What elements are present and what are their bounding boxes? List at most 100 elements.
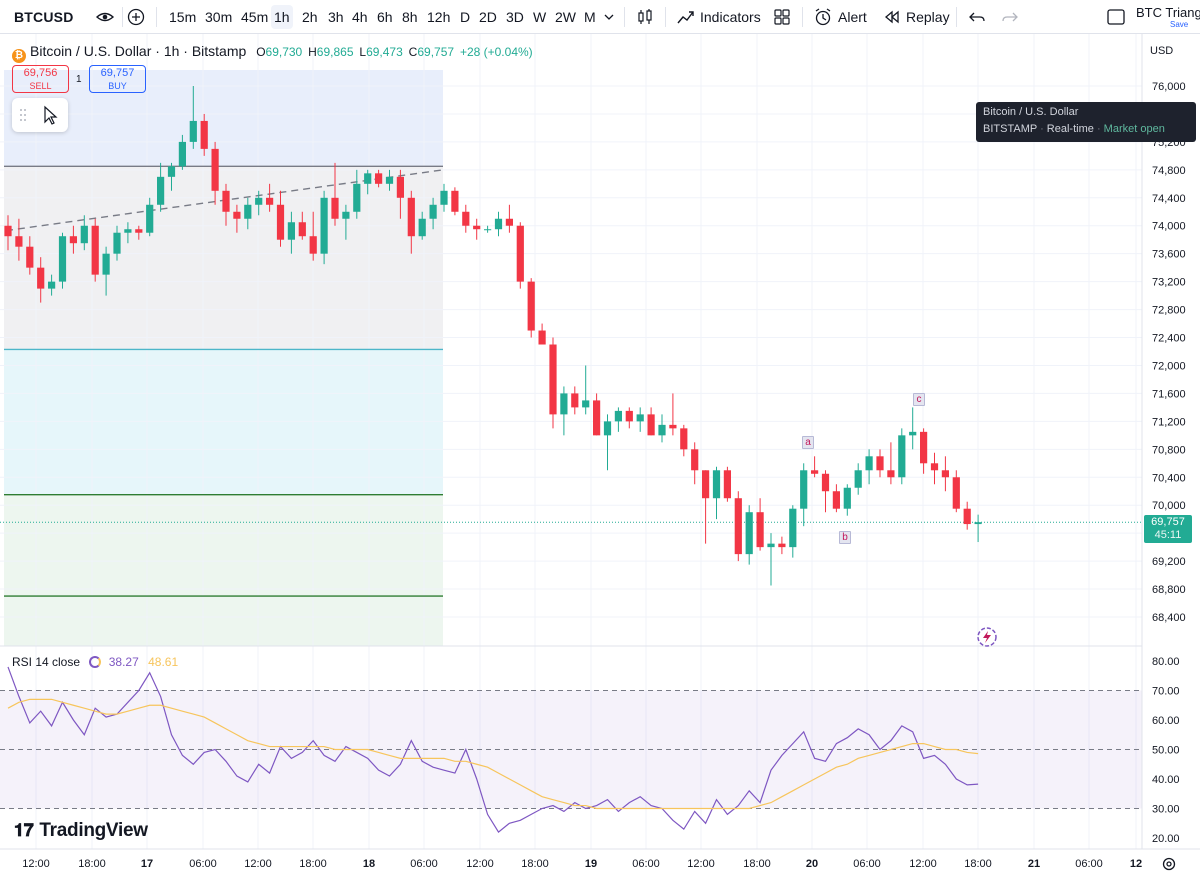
timeframe-M[interactable]: M: [584, 9, 596, 25]
candle: [167, 162, 176, 191]
indicators-icon[interactable]: [676, 7, 696, 27]
candle: [429, 197, 437, 230]
candle: [516, 222, 524, 289]
wave-label-c[interactable]: c: [913, 393, 925, 406]
candlestick-series: [4, 86, 982, 586]
chevron-down-icon[interactable]: [602, 7, 616, 27]
currency-select[interactable]: USD: [1150, 45, 1174, 57]
candle: [15, 218, 23, 261]
tradingview-logo[interactable]: 𝟏𝟕 TradingView: [14, 820, 148, 841]
timeframe-2h[interactable]: 2h: [302, 9, 318, 25]
candle: [625, 407, 633, 429]
timeframe-30m[interactable]: 30m: [205, 9, 233, 25]
replay-button[interactable]: Replay: [906, 9, 950, 25]
candle-body: [843, 487, 851, 509]
symbol-search[interactable]: BTCUSD: [14, 9, 74, 25]
time-tick-label: 12:00: [466, 858, 494, 870]
watchlist-eye-icon[interactable]: [95, 7, 115, 27]
alert-clock-icon[interactable]: [813, 7, 833, 27]
candle-body: [244, 204, 252, 219]
undo-icon[interactable]: [967, 7, 987, 27]
candle-body: [364, 173, 372, 184]
rsi-settings-icon[interactable]: [89, 656, 102, 668]
candle: [276, 190, 285, 247]
candle-body: [734, 498, 742, 555]
drag-handle-icon[interactable]: [20, 109, 26, 121]
candle: [178, 134, 186, 170]
wave-label-a[interactable]: a: [802, 436, 814, 449]
time-tick-label: 06:00: [189, 858, 217, 870]
axes: 76,00075,60075,20074,80074,40074,00073,6…: [0, 34, 1200, 870]
candle-body: [767, 543, 775, 548]
timeframe-6h[interactable]: 6h: [377, 9, 393, 25]
candle: [473, 218, 481, 240]
candle: [407, 190, 415, 254]
templates-grid-icon[interactable]: [772, 7, 792, 27]
layout-checkbox-icon[interactable]: [1106, 7, 1126, 27]
sell-button[interactable]: 69,756 SELL: [12, 65, 69, 93]
candle: [593, 393, 601, 436]
replay-icon[interactable]: [882, 7, 902, 27]
candle: [636, 407, 644, 432]
timeframe-15m[interactable]: 15m: [169, 9, 197, 25]
layout-name[interactable]: BTC Triangl: [1136, 5, 1200, 20]
alert-button[interactable]: Alert: [838, 9, 867, 25]
time-tick-label: 12: [1130, 858, 1142, 870]
timeframe-8h[interactable]: 8h: [402, 9, 418, 25]
candle-body: [320, 197, 328, 254]
timeframe-D[interactable]: D: [460, 9, 471, 25]
timeframe-W[interactable]: W: [533, 9, 547, 25]
wave-label-b[interactable]: b: [839, 531, 851, 544]
high-value: 69,865: [316, 45, 354, 59]
candle: [211, 141, 219, 205]
candle: [342, 204, 350, 240]
redo-icon[interactable]: [1000, 7, 1020, 27]
timeframe-45m[interactable]: 45m: [241, 9, 269, 25]
rsi-tick-label: 60.00: [1152, 715, 1180, 727]
candle-body: [516, 225, 524, 282]
timeframe-2D[interactable]: 2D: [479, 9, 497, 25]
candles-icon[interactable]: [635, 7, 655, 27]
indicators-button[interactable]: Indicators: [700, 9, 761, 25]
time-tick-label: 06:00: [853, 858, 881, 870]
change-value: +28 (+0.04%): [459, 45, 533, 59]
timeframe-1h[interactable]: 1h: [271, 5, 293, 29]
compare-add-icon[interactable]: [126, 7, 146, 27]
time-tick-label: 19: [585, 858, 597, 870]
price-tick-label: 69,200: [1152, 556, 1186, 568]
open-value: 69,730: [265, 45, 303, 59]
candle: [451, 187, 459, 216]
tooltip-exchange: BITSTAMP: [983, 123, 1037, 135]
order-quantity[interactable]: 1: [76, 74, 82, 85]
candle-body: [331, 197, 339, 219]
candle: [898, 428, 906, 485]
candle-body: [800, 470, 808, 509]
price-tick-label: 68,800: [1152, 584, 1186, 596]
settings-gear-icon[interactable]: [1160, 855, 1178, 873]
low-value: 69,473: [366, 45, 403, 59]
timeframe-12h[interactable]: 12h: [427, 9, 451, 25]
series-title[interactable]: Bitcoin / U.S. Dollar · 1h · Bitstamp: [30, 43, 247, 59]
price-tick-label: 76,000: [1152, 81, 1186, 93]
candle-body: [614, 410, 622, 422]
last-price-badge: 69,757 45:11: [1144, 515, 1192, 543]
candle: [135, 225, 143, 240]
timeframe-3h[interactable]: 3h: [328, 9, 344, 25]
drawing-toolbar: [12, 98, 68, 132]
save-label[interactable]: Save: [1170, 20, 1189, 29]
candle-body: [396, 176, 404, 198]
candle-body: [15, 236, 23, 247]
rsi-title[interactable]: RSI 14 close: [12, 655, 81, 669]
chart-canvas[interactable]: 76,00075,60075,20074,80074,40074,00073,6…: [0, 34, 1200, 877]
lightning-icon[interactable]: [976, 626, 998, 648]
buy-button[interactable]: 69,757 BUY: [89, 65, 146, 93]
candle-body: [26, 246, 34, 268]
candle: [854, 463, 862, 495]
timeframe-3D[interactable]: 3D: [506, 9, 524, 25]
candle-body: [636, 414, 644, 422]
timeframe-4h[interactable]: 4h: [352, 9, 368, 25]
cursor-icon[interactable]: [44, 105, 58, 125]
timeframe-2W[interactable]: 2W: [555, 9, 576, 25]
candle-body: [909, 431, 917, 436]
series-legend: ₿ Bitcoin / U.S. Dollar · 1h · Bitstamp O…: [12, 42, 535, 63]
